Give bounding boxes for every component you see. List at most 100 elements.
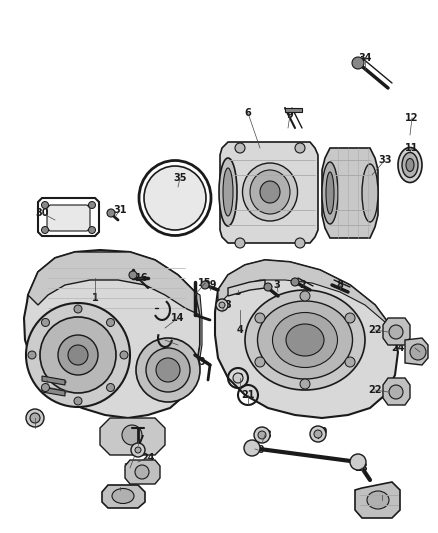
Text: 16: 16	[135, 273, 149, 283]
Polygon shape	[228, 280, 265, 296]
Ellipse shape	[310, 426, 326, 442]
Ellipse shape	[362, 164, 378, 222]
Ellipse shape	[146, 348, 190, 392]
Ellipse shape	[322, 162, 338, 224]
Text: 2: 2	[300, 280, 306, 290]
Ellipse shape	[144, 166, 206, 230]
Ellipse shape	[314, 430, 322, 438]
Text: 28: 28	[258, 430, 272, 440]
Ellipse shape	[254, 427, 270, 443]
Text: 22: 22	[368, 325, 382, 335]
Ellipse shape	[68, 345, 88, 365]
Ellipse shape	[88, 201, 95, 208]
Ellipse shape	[255, 357, 265, 367]
Text: 21: 21	[241, 390, 255, 400]
Ellipse shape	[244, 440, 260, 456]
Ellipse shape	[245, 290, 365, 390]
Text: 6: 6	[245, 108, 251, 118]
Text: 8: 8	[336, 280, 343, 290]
Ellipse shape	[88, 227, 95, 233]
Polygon shape	[285, 108, 302, 112]
Text: 10: 10	[28, 413, 42, 423]
Ellipse shape	[28, 351, 36, 359]
Ellipse shape	[106, 384, 114, 392]
Ellipse shape	[291, 278, 299, 286]
Polygon shape	[405, 338, 428, 365]
Ellipse shape	[389, 325, 403, 339]
Ellipse shape	[264, 283, 272, 291]
Ellipse shape	[74, 397, 82, 405]
Text: 1: 1	[92, 293, 99, 303]
Ellipse shape	[201, 281, 209, 289]
Ellipse shape	[219, 302, 225, 308]
Text: 26: 26	[123, 463, 137, 473]
Ellipse shape	[223, 168, 233, 216]
Text: 14: 14	[171, 313, 185, 323]
Ellipse shape	[112, 489, 134, 504]
Text: 14: 14	[171, 340, 185, 350]
Ellipse shape	[135, 465, 149, 479]
Ellipse shape	[26, 409, 44, 427]
Ellipse shape	[42, 319, 49, 327]
Polygon shape	[28, 252, 200, 315]
Text: 20: 20	[251, 445, 265, 455]
Ellipse shape	[243, 163, 297, 221]
Text: 32: 32	[40, 375, 54, 385]
Polygon shape	[125, 460, 160, 484]
Polygon shape	[100, 418, 165, 455]
Ellipse shape	[106, 319, 114, 327]
Text: 19: 19	[315, 427, 329, 437]
Text: 13: 13	[193, 357, 207, 367]
Text: 15: 15	[198, 278, 212, 288]
Ellipse shape	[345, 313, 355, 323]
Polygon shape	[215, 260, 398, 418]
Ellipse shape	[40, 317, 116, 393]
Ellipse shape	[295, 143, 305, 153]
Text: 24: 24	[391, 343, 405, 353]
Text: 5: 5	[235, 287, 241, 297]
Ellipse shape	[402, 152, 418, 177]
Text: 11: 11	[405, 143, 419, 153]
Ellipse shape	[216, 299, 228, 311]
Polygon shape	[24, 250, 200, 418]
Ellipse shape	[300, 379, 310, 389]
Ellipse shape	[235, 238, 245, 248]
Ellipse shape	[410, 344, 426, 360]
Polygon shape	[355, 482, 400, 518]
Ellipse shape	[389, 385, 403, 399]
Text: 12: 12	[405, 113, 419, 123]
Ellipse shape	[352, 57, 364, 69]
Ellipse shape	[255, 313, 265, 323]
Text: 29: 29	[203, 280, 217, 290]
Ellipse shape	[367, 491, 389, 509]
Ellipse shape	[250, 170, 290, 214]
Text: 34: 34	[358, 53, 372, 63]
Ellipse shape	[235, 143, 245, 153]
Ellipse shape	[233, 373, 243, 383]
Text: 9: 9	[286, 110, 293, 120]
Ellipse shape	[107, 209, 115, 217]
Text: 25: 25	[113, 485, 127, 495]
Text: 9: 9	[237, 373, 244, 383]
Polygon shape	[322, 148, 378, 238]
Ellipse shape	[131, 443, 145, 457]
Polygon shape	[47, 205, 90, 231]
Ellipse shape	[42, 384, 49, 392]
Ellipse shape	[129, 271, 137, 279]
Polygon shape	[220, 142, 318, 243]
Polygon shape	[185, 292, 202, 395]
Text: 4: 4	[237, 325, 244, 335]
Ellipse shape	[30, 413, 40, 423]
Ellipse shape	[295, 238, 305, 248]
Ellipse shape	[136, 338, 200, 402]
Polygon shape	[42, 387, 65, 396]
Ellipse shape	[286, 324, 324, 356]
Polygon shape	[42, 376, 65, 385]
Text: 23: 23	[408, 343, 422, 353]
Text: 3: 3	[274, 280, 280, 290]
Text: 33: 33	[378, 155, 392, 165]
Polygon shape	[218, 260, 392, 328]
Ellipse shape	[74, 305, 82, 313]
Ellipse shape	[326, 172, 334, 214]
Ellipse shape	[58, 335, 98, 375]
